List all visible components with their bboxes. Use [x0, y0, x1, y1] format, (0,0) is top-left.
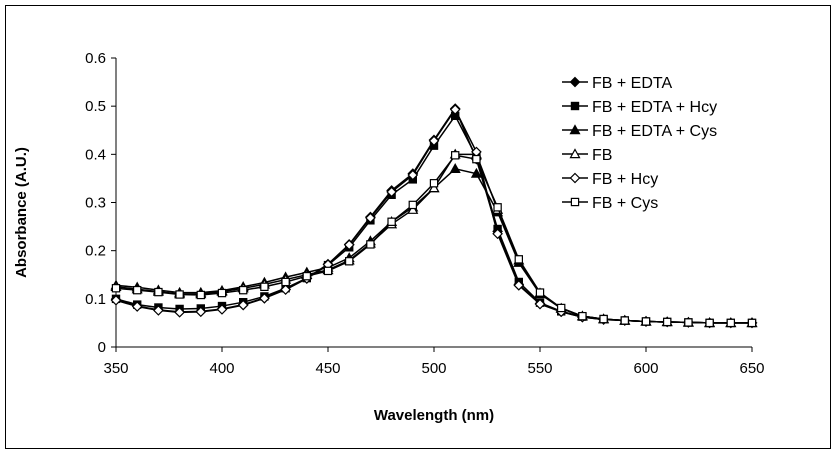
data-point	[343, 239, 355, 251]
data-point	[237, 299, 249, 311]
y-axis-title: Absorbance (A.U.)	[13, 147, 30, 278]
data-point	[513, 279, 525, 291]
data-point	[493, 203, 502, 212]
legend-label: FB + Cys	[592, 195, 658, 212]
data-point	[534, 298, 546, 310]
data-point	[726, 318, 736, 328]
data-point	[174, 306, 185, 318]
series-5	[111, 151, 757, 328]
data-point	[470, 167, 482, 178]
data-point	[578, 311, 587, 321]
data-point	[387, 217, 396, 226]
data-point	[641, 317, 651, 326]
data-point	[195, 306, 207, 318]
x-tick-label: 450	[315, 360, 340, 377]
series-layer	[110, 103, 758, 329]
legend-marker	[569, 172, 581, 184]
y-tick-label: 0.6	[85, 50, 106, 67]
legend-item: FB + EDTA	[562, 75, 672, 92]
data-point	[345, 257, 354, 266]
ticks: 0 0.1 0.2 0.3 0.4 0.5 0.6 350 400 450 500 550 600 650	[85, 50, 764, 377]
data-point	[407, 169, 419, 181]
legend: FB + EDTA FB + EDTA + Hcy FB + EDTA + Cys F…	[562, 75, 717, 212]
x-tick-label: 550	[527, 360, 552, 377]
data-point	[535, 288, 545, 297]
data-point	[260, 282, 269, 291]
data-point	[302, 271, 312, 281]
legend-item: FB + EDTA + Cys	[562, 123, 717, 140]
x-tick-label: 500	[421, 360, 446, 377]
data-point	[196, 290, 205, 300]
data-point	[216, 304, 228, 315]
data-point	[111, 284, 121, 293]
data-point	[323, 266, 333, 276]
legend-label: FB + EDTA + Cys	[592, 123, 717, 140]
x-tick-label: 600	[633, 360, 658, 377]
y-tick-label: 0.1	[85, 291, 106, 308]
data-point	[705, 318, 714, 328]
legend-item: FB + Hcy	[562, 171, 658, 188]
data-point	[365, 212, 376, 224]
data-point	[217, 288, 227, 298]
legend-label: FB + EDTA + Hcy	[592, 99, 717, 116]
data-point	[428, 182, 440, 193]
y-tick-label: 0.3	[85, 195, 106, 212]
data-point	[472, 154, 481, 164]
x-axis-title: Wavelength (nm)	[374, 407, 494, 424]
data-point	[131, 301, 143, 312]
data-point	[408, 200, 418, 210]
data-point	[175, 290, 184, 299]
legend-item: FB	[562, 147, 612, 164]
data-point	[747, 318, 757, 328]
data-point	[110, 294, 122, 306]
data-point	[556, 303, 566, 313]
legend-marker	[569, 124, 581, 135]
legend-marker	[569, 76, 581, 88]
data-point	[133, 285, 142, 295]
data-point	[366, 240, 375, 249]
chart-frame	[5, 5, 831, 449]
data-point	[153, 305, 164, 316]
data-point	[620, 316, 630, 325]
data-point	[259, 293, 270, 304]
x-tick-label: 400	[209, 360, 234, 377]
y-tick-label: 0.2	[85, 243, 106, 260]
y-tick-label: 0.5	[85, 98, 106, 115]
data-point	[429, 179, 439, 188]
data-point	[154, 287, 163, 297]
data-point	[386, 186, 397, 198]
data-point	[428, 135, 440, 147]
data-point	[599, 314, 608, 324]
legend-marker	[570, 101, 580, 111]
legend-label: FB + EDTA	[592, 75, 672, 92]
data-point	[662, 317, 672, 327]
legend-marker	[569, 148, 581, 159]
legend-item: FB + Cys	[562, 195, 658, 212]
y-tick-label: 0	[98, 339, 106, 356]
series-3	[110, 148, 758, 328]
data-point	[239, 285, 248, 295]
legend-marker	[570, 197, 580, 207]
y-tick-label: 0.4	[85, 146, 106, 163]
data-point	[449, 104, 461, 115]
data-point	[449, 163, 461, 173]
legend-label: FB + Hcy	[592, 171, 658, 188]
legend-item: FB + EDTA + Hcy	[562, 99, 717, 116]
data-point	[407, 203, 419, 214]
x-tick-label: 350	[103, 360, 128, 377]
legend-label: FB	[592, 147, 612, 164]
data-point	[451, 151, 460, 160]
data-point	[492, 228, 503, 240]
data-point	[684, 318, 693, 327]
data-point	[280, 284, 291, 296]
x-tick-label: 650	[739, 360, 764, 377]
data-point	[514, 255, 524, 264]
data-point	[281, 277, 290, 287]
